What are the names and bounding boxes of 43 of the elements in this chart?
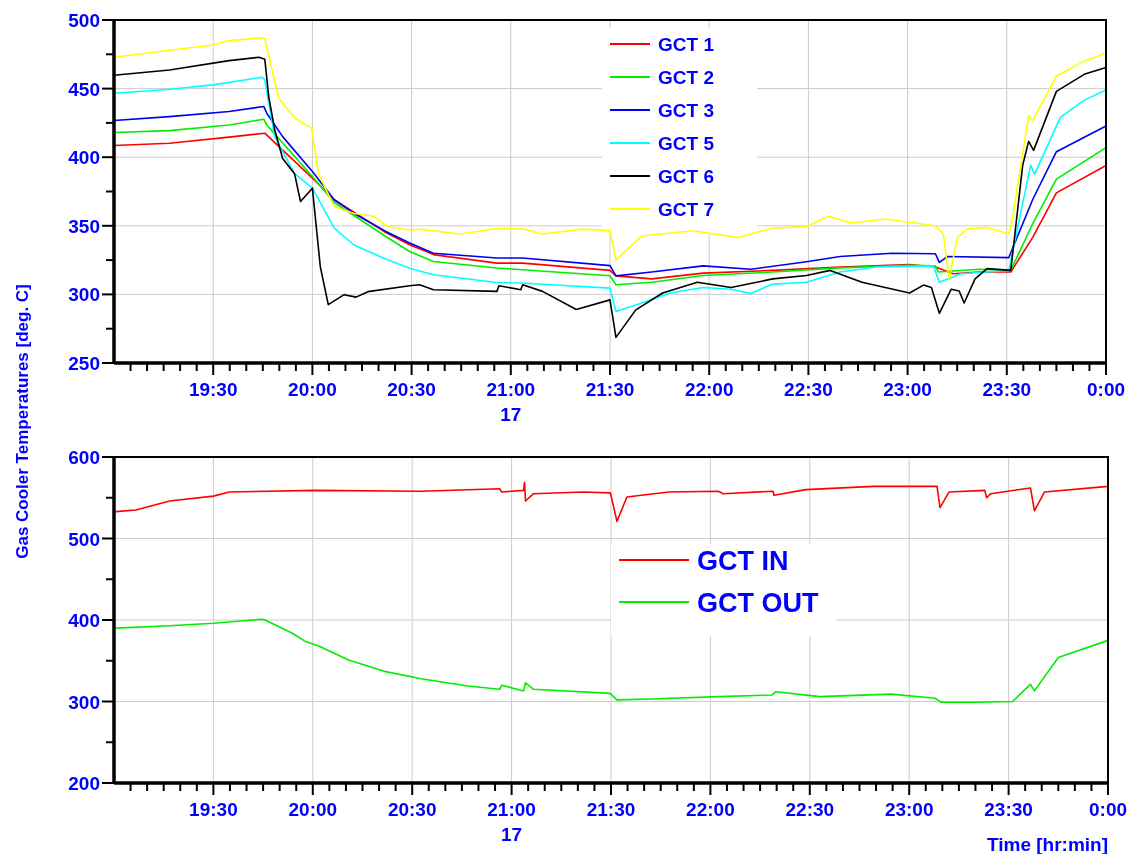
- x-tick-label: 20:30: [387, 799, 437, 820]
- legend-label: GCT 3: [658, 99, 714, 121]
- x-tick-label: 0:00: [1086, 379, 1126, 400]
- y-tick-label: 250: [68, 353, 100, 374]
- legend-label: GCT OUT: [697, 587, 819, 618]
- x-tick-label: 23:00: [883, 379, 932, 400]
- line-series: [113, 37, 1107, 281]
- x-tick-label: 21:30: [586, 799, 636, 820]
- y-axis-title: Gas Cooler Temperatures [deg. C]: [13, 284, 32, 559]
- x-tick-label: 22:00: [684, 379, 734, 400]
- x-tick-label: 20:00: [288, 379, 337, 400]
- x-tick-label: 21:30: [585, 379, 635, 400]
- legend-label: GCT 1: [658, 33, 715, 55]
- y-tick-label: 400: [68, 147, 100, 169]
- y-tick-label: 300: [68, 284, 100, 306]
- x-tick-label: 22:30: [785, 799, 835, 820]
- x-tick-label: 20:30: [387, 379, 436, 400]
- y-tick-label: 500: [68, 10, 100, 31]
- x-tick-label: 19:30: [188, 379, 238, 400]
- y-tick-label: 350: [68, 215, 100, 237]
- x-tick-label: 23:30: [984, 799, 1033, 820]
- y-tick-label: 300: [68, 691, 100, 713]
- y-tick-label: 500: [68, 528, 100, 550]
- legend-label: GCT 2: [658, 66, 714, 88]
- line-series: [115, 618, 1109, 704]
- y-tick-label: 400: [68, 610, 100, 631]
- y-tick-label: 600: [68, 447, 100, 468]
- legend-label: GCT IN: [697, 545, 789, 576]
- x-tick-label: 22:00: [686, 799, 735, 820]
- x-tick-label: 19:30: [189, 799, 238, 820]
- x-tick-label: 0:00: [1088, 799, 1128, 820]
- x-tick-label: 22:30: [784, 379, 833, 400]
- x-tick-label: 20:00: [288, 799, 338, 820]
- x-tick-label: 21:00 17: [487, 799, 536, 845]
- x-tick-label: 23:00: [884, 799, 934, 820]
- x-tick-label: 21:00 17: [486, 379, 536, 425]
- legend-label: GCT 6: [658, 165, 714, 187]
- legend-label: GCT 7: [658, 198, 714, 220]
- x-tick-label: 23:30: [982, 379, 1032, 400]
- legend-label: GCT 5: [658, 132, 715, 154]
- y-tick-label: 450: [68, 78, 100, 100]
- y-tick-label: 200: [68, 773, 100, 794]
- line-series: [115, 481, 1109, 523]
